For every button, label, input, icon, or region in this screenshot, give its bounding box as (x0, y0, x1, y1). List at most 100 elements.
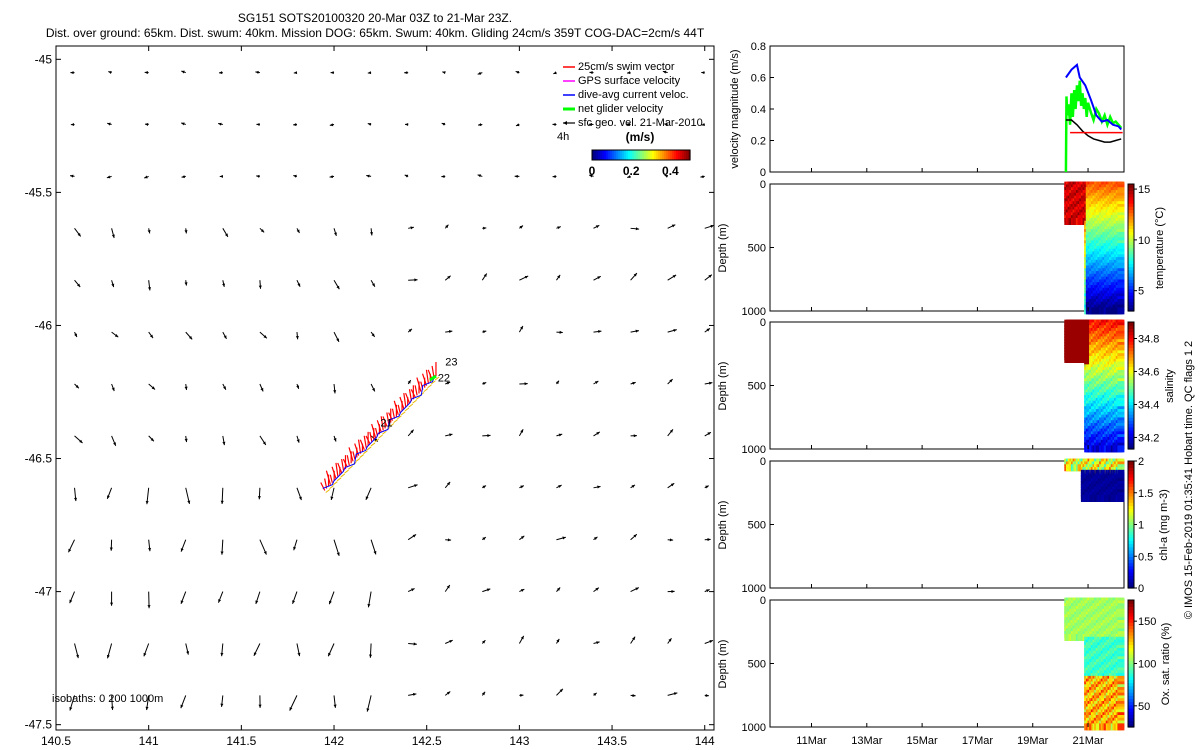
velocity-y-tick-label: 0.8 (751, 41, 766, 53)
sfc-vel-arrow-head (260, 387, 264, 392)
surface-marker (389, 423, 395, 427)
section-colorbar-cell (1128, 414, 1134, 418)
map-colorbar-cell (670, 150, 673, 160)
section-colorbar-cell (1128, 260, 1134, 264)
section-colorbar-cell (1128, 717, 1134, 722)
surface-marker (397, 415, 402, 420)
sfc-vel-arrow-head (366, 174, 370, 178)
sfc-vel-arrow-head (408, 328, 412, 333)
section-colorbar-cell (1128, 426, 1134, 431)
sfc-vel-arrow-head (631, 484, 636, 488)
map-y-tick-label: -45.5 (25, 185, 53, 199)
section-colorbar-cell (1128, 404, 1134, 409)
section-colorbar-cell (1128, 407, 1134, 412)
map-colorbar-cell (624, 150, 627, 160)
section-y-tick-label: 1000 (742, 583, 766, 595)
section-colorbar-cell (1128, 369, 1134, 374)
time-x-tick-label: 13Mar (851, 735, 883, 747)
section-colorbar-cell (1128, 325, 1134, 329)
section-colorbar-cell (1128, 328, 1134, 333)
salinity-colorbar: 34.234.434.634.8 (1127, 321, 1159, 450)
section-colorbar-cell (1128, 253, 1134, 258)
sfc-vel-arrow-head (70, 174, 74, 178)
section-colorbar-cell (1128, 543, 1134, 548)
velocity-y-ticks: 00.20.40.60.8 (751, 41, 774, 179)
annotation-21: 21 (380, 418, 392, 430)
map-colorbar-cell (638, 150, 641, 160)
sfc-vel-arrow-head (223, 335, 227, 339)
section-colorbar-cell (1128, 196, 1134, 201)
map-panel: 140.5 141 141.5 142 142.5 143 143.5 144 -45-45.… (25, 45, 715, 748)
sfc-vel-arrow-head (224, 233, 228, 237)
sfc-vel-arrow-head (664, 174, 669, 178)
legend-dive-avg: dive-avg current veloc. (578, 89, 689, 101)
section-colorbar-cell (1128, 375, 1134, 380)
surface-marker (344, 469, 349, 474)
map-colorbar-cell (672, 150, 675, 160)
section-colorbar-cell (1128, 615, 1134, 620)
surface-marker (382, 430, 387, 435)
section-colorbar-cell (1128, 679, 1134, 684)
section-colorbar-cell (1128, 657, 1134, 661)
sfc-vel-arrow-head (222, 441, 226, 446)
section-colorbar-cell (1128, 584, 1134, 589)
section-colorbar-cell (1128, 285, 1134, 290)
section-colorbar-cell (1128, 269, 1134, 274)
section-colorbar-cell (1128, 385, 1134, 390)
sfc-vel-arrow-head (328, 600, 332, 605)
section-colorbar-cell (1128, 395, 1134, 399)
map-colorbar-cell (654, 150, 657, 160)
surface-marker (434, 376, 440, 381)
sfc-vel-arrow-head (589, 174, 593, 178)
section-colorbar-cell (1128, 263, 1134, 268)
chla-axes-box (769, 460, 1125, 589)
map-colorbar-cell (612, 150, 615, 160)
surface-marker (393, 419, 398, 424)
section-colorbar-cell (1128, 295, 1134, 299)
sfc-vel-arrow-head (253, 652, 257, 656)
sfc-vel-arrow-head (410, 429, 414, 434)
section-colorbar-cell (1128, 492, 1134, 497)
map-colorbar-cell (626, 150, 629, 160)
section-colorbar-cell (1128, 420, 1134, 425)
section-colorbar-cell (1128, 470, 1134, 475)
sfc-vel-arrow-head (520, 485, 524, 489)
sfc-vel-arrow-head (556, 638, 560, 643)
map-colorbar-tick-label: 0.4 (662, 164, 679, 178)
section-colorbar-cell (1128, 682, 1134, 687)
map-colorbar-cell (620, 150, 623, 160)
map-colorbar-cell (594, 150, 597, 160)
sfc-vel-arrow-head (442, 71, 446, 75)
sfc-vel-arrow-head (148, 547, 152, 552)
section-colorbar-cell (1128, 698, 1134, 703)
sfc-vel-arrow-head (333, 232, 337, 236)
section-colorbar-tick-label: 34.6 (1138, 366, 1159, 378)
map-x-tick-label: 140.5 (41, 734, 71, 748)
section-colorbar-cell (1128, 530, 1134, 535)
sfc-vel-arrow-head (449, 640, 453, 643)
sfc-vel-arrow-head (114, 334, 119, 338)
section-colorbar-cell (1128, 250, 1134, 255)
sfc-vel-arrow-head (594, 536, 598, 540)
section-colorbar-cell (1128, 688, 1134, 693)
map-colorbar-cell (600, 150, 603, 160)
sfc-vel-arrow-head (449, 433, 453, 437)
section-colorbar-cell (1128, 720, 1134, 725)
sfc-vel-arrow-head (553, 71, 557, 75)
sfc-vel-arrow-head (372, 387, 375, 392)
section-colorbar-cell (1128, 360, 1134, 364)
section-colorbar-cell (1128, 638, 1134, 642)
section-colorbar-cell (1128, 606, 1134, 611)
sfc-vel-arrow-head (289, 707, 293, 711)
swim-vector (397, 404, 401, 414)
legend-4h: 4h (557, 131, 569, 143)
time-x-tick-label: 17Mar (962, 735, 994, 747)
sfc-vel-arrow-head (181, 122, 185, 126)
oxygen-cells (1064, 597, 1125, 731)
sfc-vel-arrow-head (263, 551, 267, 555)
sfc-vel-arrow-head (672, 274, 677, 278)
